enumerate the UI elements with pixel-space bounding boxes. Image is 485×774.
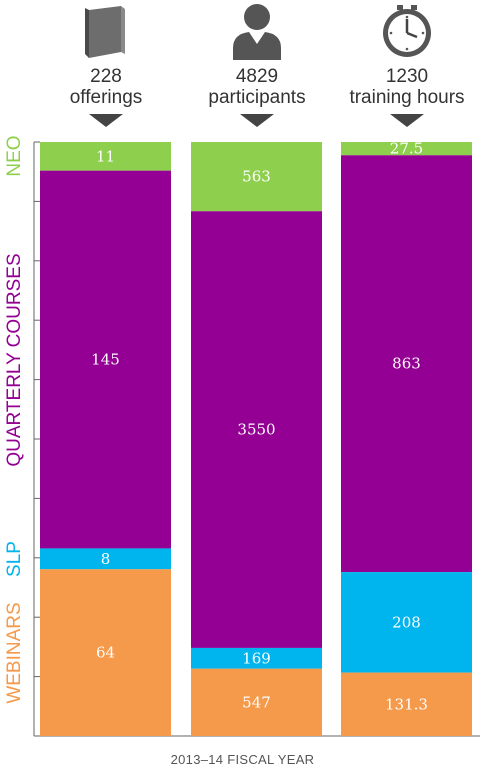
clock-icon [341,0,473,60]
header-number: 1230 [385,66,429,87]
person-icon [191,0,323,60]
data-label: 145 [91,351,120,369]
bar-segment [341,672,472,736]
bar-segment [40,569,171,736]
data-label: 11 [96,147,115,165]
down-arrow-icon [390,114,424,127]
data-label: 131.3 [385,695,428,713]
header-unit: participants [208,87,306,108]
book-icon [40,0,172,60]
bar-segment [341,155,472,573]
header-offerings: 228 offerings [40,0,172,127]
bar-segment [191,142,322,212]
bar-segment [341,572,472,673]
down-arrow-icon [89,114,123,127]
bar-segment [40,170,171,549]
x-axis-label: 2013–14 FISCAL YEAR [170,752,315,767]
data-label: 27.5 [390,140,423,158]
down-arrow-icon [240,114,274,127]
category-label: NEO [4,135,25,177]
bar-segment [40,142,171,171]
category-label: WEBINARS [4,601,25,704]
header-participants: 4829 participants [191,0,323,127]
header-training-hours: 1230 training hours [341,0,473,127]
data-label: 208 [392,613,421,631]
header-unit: offerings [69,87,143,108]
header-unit: training hours [349,87,465,108]
data-label: 64 [96,644,115,662]
bar-segment [40,548,171,570]
bar-segment [341,142,472,156]
header-number: 228 [90,66,122,87]
data-label: 169 [242,649,271,667]
data-label: 547 [242,693,271,711]
bar-segment [191,211,322,648]
data-label: 8 [101,550,111,568]
category-label: QUARTERLY COURSES [4,252,25,467]
bar-segment [191,668,322,736]
category-label: SLP [4,540,25,577]
data-label: 3550 [237,421,275,439]
bar-segment [191,647,322,669]
header-number: 4829 [235,66,279,87]
data-label: 563 [242,168,271,186]
bar-layer: 11 145 8 64 563 3550 169 547 27.5 863 208 131.3 [40,140,472,736]
data-label: 863 [392,355,421,373]
